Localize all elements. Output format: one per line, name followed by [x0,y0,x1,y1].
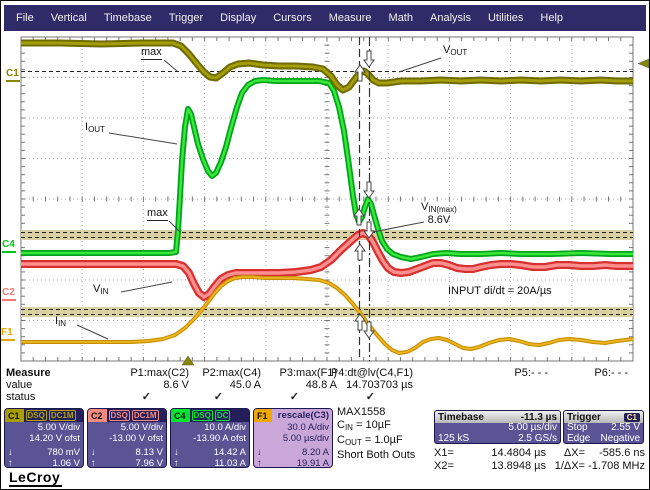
horizontal-cursor-band[interactable] [21,307,633,317]
iout-trace-core [21,78,633,261]
vin-trace-core [21,231,633,299]
c1-badge-coupling: DC1M [48,410,76,421]
c2-badge-coupling: DC1M [131,410,159,421]
vout-trace-core [21,41,633,92]
c4-offset-marker[interactable]: C4 [2,240,16,253]
down-arrow-icon: ↓ [91,447,96,458]
c4-chip: C4 [171,409,190,422]
menu-utilities[interactable]: Utilities [487,12,524,24]
dut-note: Short Both Outs [337,449,416,461]
c4-descriptor-box[interactable]: C4 DSQ DC 10.0 A/div -13.90 A ofst ↓ 14.4… [170,408,250,468]
horizontal-cursor-band[interactable] [21,230,633,240]
menu-vertical[interactable]: Vertical [50,12,87,24]
measure-col-p1[interactable]: P1:max(C2) 8.6 V ✓ [39,367,189,404]
iin-label: IIN [55,315,67,329]
down-arrow-icon: ↓ [257,447,262,458]
trigger-time-marker[interactable] [181,355,195,366]
c2-offset-marker[interactable]: C2 [2,288,16,301]
cursor-marker-down-arrow[interactable] [363,181,375,199]
annotation-leader [398,57,442,73]
up-arrow-icon: ↑ [91,458,96,468]
trigger-source-badge: C1 [623,412,640,422]
trigger-level-marker[interactable] [637,58,649,69]
cursor-marker-up-arrow[interactable] [353,208,365,226]
timebase-box[interactable]: Timebase -11.3 µs 5.00 µs/div 125 kS 2.5 G… [434,410,561,444]
dut-name: MAX1558 [337,406,386,418]
cursor-marker-up-arrow[interactable] [354,313,366,331]
f1-chip: F1 [254,409,272,422]
menu-file[interactable]: File [16,12,34,24]
c2-descriptor-box[interactable]: C2 DSQ DC1M 5.00 V/div -13.00 V ofst ↓ 8.… [87,408,167,468]
lecroy-logo: LeCroy [9,469,63,487]
menu-display[interactable]: Display [220,12,257,24]
measure-col-p2[interactable]: P2:max(C4) 45.0 A ✓ [111,367,261,404]
cursor-marker-down-arrow[interactable] [363,221,375,239]
c4-badge-dsq: DSQ [191,410,213,421]
c2-badge-dsq: DSQ [108,410,130,421]
annotation-leader [163,59,178,72]
annotation-leader [76,324,109,340]
cursor-marker-up-arrow[interactable] [354,243,366,261]
p3-status-check: ✓ [289,391,299,403]
p4-status-check: ✓ [365,391,375,403]
up-arrow-icon: ↑ [8,458,13,468]
vin-label: VIN [93,283,109,297]
p2-status-check: ✓ [213,391,223,403]
iin-trace-core [21,276,634,354]
value-row-label: value [6,379,33,391]
f1-function-label: rescale(C3) [277,410,329,421]
p1-status-check: ✓ [141,391,151,403]
menu-help[interactable]: Help [540,12,564,24]
measure-col-p6[interactable]: P6:- - - [594,367,628,379]
f1-offset-marker[interactable]: F1 [1,328,15,341]
dut-annotation: MAX1558 CIN = 10µF COUT = 1.0µF Short Bo… [337,406,416,461]
waveform-display [20,36,649,366]
c1-descriptor-box[interactable]: C1 DSQ DC1M 5.00 V/div 14.20 V ofst ↓ 780… [4,408,84,468]
cursor-marker-down-arrow[interactable] [363,321,375,339]
menu-timebase[interactable]: Timebase [103,12,152,24]
measure-row-label: Measure [6,367,51,379]
cursor-marker-down-arrow[interactable] [363,50,375,68]
menu-math[interactable]: Math [388,12,413,24]
up-arrow-icon: ↑ [257,458,262,468]
measure-col-p3[interactable]: P3:max(F1) 48.8 A ✓ [187,367,337,404]
input-didt-annotation: INPUT di/dt = 20A/µs [448,285,552,297]
c4-badge-coupling: DC [214,410,231,421]
menu-trigger[interactable]: Trigger [168,12,204,24]
c1-offset-marker[interactable]: C1 [6,69,20,82]
vin-max-label: VIN(max) 8.6V [421,201,457,226]
down-arrow-icon: ↓ [174,447,179,458]
max-annotation-top: max [141,46,162,60]
menu-cursors[interactable]: Cursors [273,12,312,24]
c1-chip: C1 [5,409,24,422]
status-row-label: status [6,391,36,403]
cursor-marker-up-arrow[interactable] [354,64,366,82]
c2-chip: C2 [88,409,107,422]
annotation-leader [168,220,181,233]
cursor-readout: X1= 14.4804 µs ΔX= -585.6 ns X2= 13.8948 µs… [434,447,645,472]
menu-bar: File Vertical Timebase Trigger Display C… [4,5,646,31]
up-arrow-icon: ↑ [174,458,179,468]
down-arrow-icon: ↓ [8,447,13,458]
grid-border [20,36,634,362]
c1-badge-dsq: DSQ [25,410,47,421]
iout-label: IOUT [85,121,105,135]
annotation-leader [108,132,178,145]
f1-descriptor-box[interactable]: F1 rescale(C3) 30.0 A/div 5.00 µs/div ↓ 8… [253,408,333,468]
trigger-box[interactable]: Trigger C1 Stop 2.55 V Edge Negative [563,410,644,444]
menu-measure[interactable]: Measure [328,12,372,24]
max-annotation-mid: max [147,207,168,221]
annotation-leader [372,221,425,233]
measure-col-p5[interactable]: P5:- - - [514,367,548,379]
menu-analysis[interactable]: Analysis [430,12,471,24]
vout-label: VOUT [443,44,468,58]
measure-col-p4[interactable]: P4:dt@lv(C4,F1) 14.703703 µs ✓ [263,367,413,404]
annotation-leader [120,281,173,293]
